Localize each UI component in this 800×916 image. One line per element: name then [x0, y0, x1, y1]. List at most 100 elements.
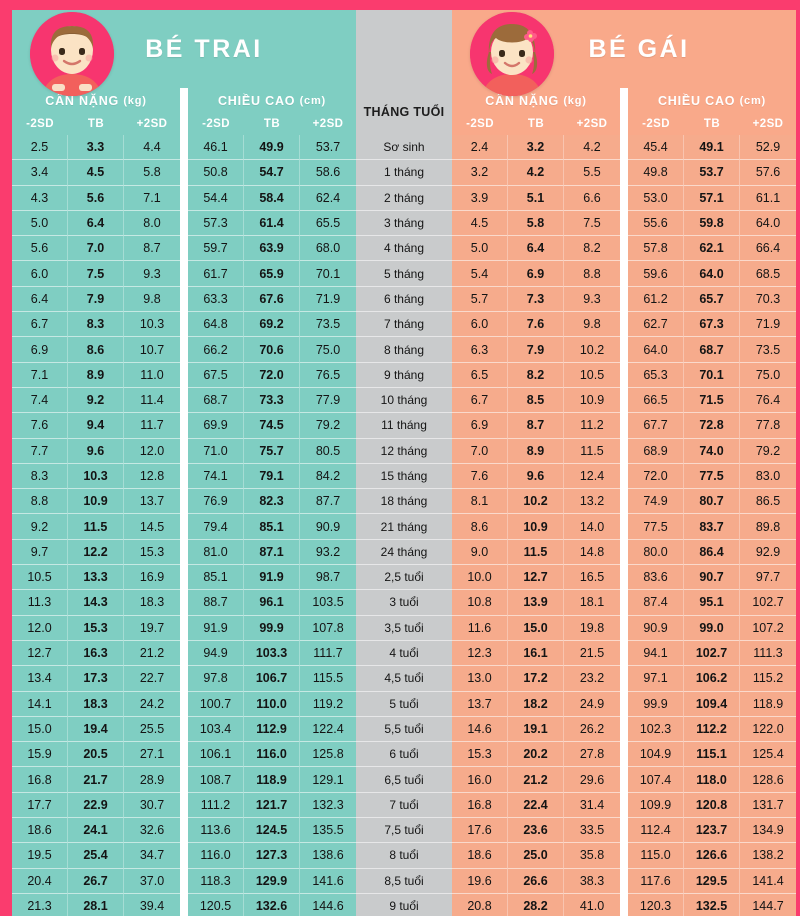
growth-chart-grid: BÉ TRAI [12, 10, 796, 916]
table-cell-boy-height-mid: 70.6 [244, 337, 300, 363]
table-cell-girl-weight-mid: 8.7 [508, 413, 564, 439]
table-cell-girl-height-low: 94.1 [628, 640, 684, 667]
table-cell-boy-height-mid: 67.6 [244, 286, 300, 313]
table-cell-boy-weight-high: 4.4 [124, 135, 180, 161]
table-cell-girl-weight-low: 5.4 [452, 261, 508, 287]
table-cell-boy-weight-high: 15.3 [124, 539, 180, 566]
table-cell-girl-weight-high: 35.8 [564, 843, 620, 869]
table-cell-girl-height-low: 87.4 [628, 590, 684, 616]
table-cell-boy-height-mid: 91.9 [244, 565, 300, 591]
table-cell-boy-divider [180, 438, 188, 464]
table-cell-boy-height-mid: 96.1 [244, 590, 300, 616]
table-cell-boy-divider [180, 387, 188, 414]
table-cell-girl-weight-low: 9.0 [452, 539, 508, 566]
table-cell-boy-height-high: 111.7 [300, 640, 356, 667]
table-cell-boy-weight-low: 5.6 [12, 236, 68, 262]
table-cell-boy-height-high: 62.4 [300, 185, 356, 211]
table-cell-age: 8 tháng [356, 337, 452, 363]
boy-height-label: CHIỀU CAO [217, 93, 296, 108]
table-cell-boy-height-high: 107.8 [300, 615, 356, 641]
girl-banner: BÉ GÁI [452, 10, 796, 96]
table-cell-girl-weight-mid: 3.2 [508, 135, 564, 161]
table-cell-girl-height-low: 68.9 [628, 438, 684, 464]
table-cell-girl-weight-mid: 12.7 [508, 565, 564, 591]
table-cell-boy-divider [180, 590, 188, 616]
table-cell-girl-height-mid: 118.0 [684, 767, 740, 793]
table-cell-boy-weight-low: 8.3 [12, 463, 68, 490]
table-cell-girl-weight-low: 13.7 [452, 691, 508, 717]
table-cell-boy-height-low: 120.5 [188, 893, 244, 916]
table-cell-girl-weight-low: 18.6 [452, 843, 508, 869]
table-cell-girl-height-mid: 86.4 [684, 539, 740, 566]
table-cell-boy-weight-high: 34.7 [124, 843, 180, 869]
table-cell-boy-height-high: 125.8 [300, 742, 356, 768]
table-cell-girl-height-mid: 68.7 [684, 337, 740, 363]
table-cell-boy-height-high: 71.9 [300, 286, 356, 313]
table-cell-boy-height-low: 91.9 [188, 615, 244, 641]
table-cell-girl-weight-mid: 20.2 [508, 742, 564, 768]
table-cell-girl-weight-low: 8.6 [452, 514, 508, 540]
table-cell-boy-divider [180, 742, 188, 768]
table-cell-girl-weight-low: 5.0 [452, 236, 508, 262]
table-cell-girl-height-high: 77.8 [740, 413, 796, 439]
table-cell-boy-height-mid: 127.3 [244, 843, 300, 869]
girl-sd-divider [620, 113, 628, 135]
table-cell-girl-weight-low: 12.3 [452, 640, 508, 667]
table-cell-girl-height-mid: 49.1 [684, 135, 740, 161]
girl-height-sd-high-header: +2SD [740, 113, 796, 135]
table-cell-boy-weight-low: 13.4 [12, 666, 68, 692]
table-cell-boy-weight-low: 18.6 [12, 818, 68, 844]
table-cell-age: 5 tuổi [356, 691, 452, 717]
table-cell-girl-weight-high: 29.6 [564, 767, 620, 793]
table-cell-girl-weight-low: 13.0 [452, 666, 508, 692]
table-cell-age: 4 tháng [356, 236, 452, 262]
table-cell-boy-weight-mid: 8.6 [68, 337, 124, 363]
table-cell-girl-weight-low: 10.0 [452, 565, 508, 591]
table-cell-girl-divider [620, 312, 628, 338]
table-cell-girl-weight-low: 11.6 [452, 615, 508, 641]
table-cell-girl-weight-mid: 6.4 [508, 236, 564, 262]
table-cell-boy-height-mid: 116.0 [244, 742, 300, 768]
table-cell-girl-divider [620, 362, 628, 388]
table-cell-age: 4,5 tuổi [356, 666, 452, 692]
table-cell-girl-weight-low: 14.6 [452, 716, 508, 743]
table-cell-boy-height-low: 100.7 [188, 691, 244, 717]
boy-height-unit: (cm) [299, 94, 327, 107]
table-cell-girl-divider [620, 135, 628, 161]
table-cell-boy-height-high: 77.9 [300, 387, 356, 414]
table-cell-boy-height-high: 80.5 [300, 438, 356, 464]
table-cell-boy-weight-high: 18.3 [124, 590, 180, 616]
table-cell-boy-weight-high: 12.8 [124, 463, 180, 490]
age-column-header: THÁNG TUỔI [356, 88, 452, 135]
table-cell-girl-divider [620, 666, 628, 692]
table-cell-boy-weight-high: 10.7 [124, 337, 180, 363]
table-cell-boy-weight-low: 6.0 [12, 261, 68, 287]
table-cell-age: 7 tuổi [356, 792, 452, 819]
table-cell-age: 6 tháng [356, 286, 452, 313]
table-cell-girl-height-high: 138.2 [740, 843, 796, 869]
table-cell-girl-height-low: 57.8 [628, 236, 684, 262]
table-cell-girl-height-mid: 102.7 [684, 640, 740, 667]
table-cell-boy-divider [180, 210, 188, 237]
table-cell-boy-height-high: 53.7 [300, 135, 356, 161]
table-cell-boy-height-low: 85.1 [188, 565, 244, 591]
table-cell-boy-height-mid: 65.9 [244, 261, 300, 287]
table-cell-girl-divider [620, 818, 628, 844]
table-cell-boy-weight-mid: 22.9 [68, 792, 124, 819]
boy-weight-unit: (kg) [123, 94, 147, 107]
table-cell-boy-weight-high: 13.7 [124, 489, 180, 515]
table-cell-girl-weight-mid: 23.6 [508, 818, 564, 844]
table-cell-boy-weight-low: 19.5 [12, 843, 68, 869]
table-cell-girl-height-low: 112.4 [628, 818, 684, 844]
table-cell-girl-divider [620, 463, 628, 490]
table-cell-boy-weight-mid: 7.9 [68, 286, 124, 313]
table-cell-boy-weight-high: 25.5 [124, 716, 180, 743]
table-cell-boy-weight-mid: 16.3 [68, 640, 124, 667]
table-cell-age: 9 tháng [356, 362, 452, 388]
table-cell-girl-height-mid: 67.3 [684, 312, 740, 338]
table-cell-girl-height-low: 66.5 [628, 387, 684, 414]
table-cell-girl-weight-mid: 5.1 [508, 185, 564, 211]
table-cell-boy-height-low: 46.1 [188, 135, 244, 161]
table-cell-girl-height-mid: 90.7 [684, 565, 740, 591]
table-cell-girl-weight-mid: 7.6 [508, 312, 564, 338]
